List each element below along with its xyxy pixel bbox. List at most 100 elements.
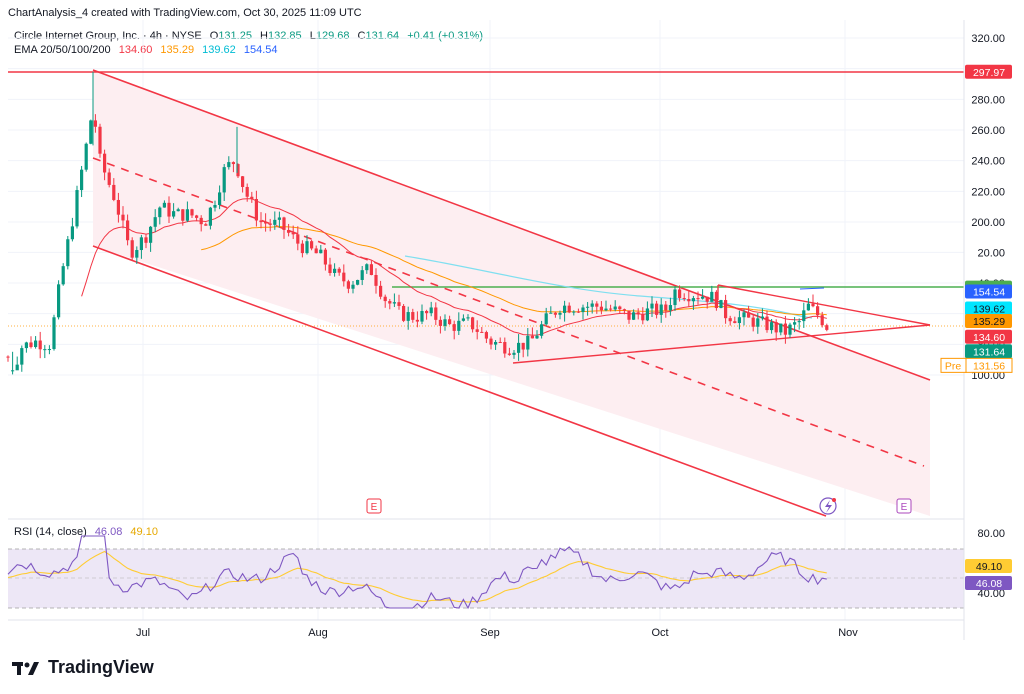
price-tag: 154.54 — [965, 284, 1012, 299]
candle — [540, 320, 544, 339]
candle — [466, 314, 470, 321]
price-tag: 297.97 — [965, 64, 1012, 79]
rsi-tags: 49.10 46.08 — [965, 559, 1012, 590]
candle — [632, 309, 636, 321]
ohlc-low: 129.68 — [315, 30, 350, 42]
candle — [245, 183, 249, 202]
chart-credit: ChartAnalysis_4 created with TradingView… — [8, 7, 362, 19]
tradingview-brand[interactable]: TradingView — [12, 657, 154, 678]
rsi-ma-value: 49.10 — [130, 526, 158, 538]
earnings-marker-aug[interactable]: E — [366, 498, 382, 514]
price-axis[interactable]: 320.00300.00280.00260.00240.00220.00200.… — [971, 33, 1005, 382]
time-tick-label: Nov — [838, 627, 858, 639]
candle — [645, 301, 649, 322]
price-tag-label: 297.97 — [973, 67, 1005, 79]
candle — [135, 246, 139, 264]
candle — [47, 345, 51, 355]
candle — [737, 310, 741, 330]
rsi-tag-box — [965, 576, 1012, 590]
candle — [475, 320, 479, 340]
candle — [406, 306, 410, 330]
candle — [333, 263, 337, 277]
candle — [158, 206, 162, 225]
candle — [806, 298, 810, 311]
ema200-line — [799, 287, 825, 290]
ohlc-high-label: H — [260, 30, 268, 42]
candle — [664, 301, 668, 318]
candle — [512, 350, 516, 359]
price-tag-box — [965, 314, 1012, 329]
time-tick-label: Sep — [480, 627, 500, 639]
candle — [613, 300, 617, 312]
candle — [687, 290, 691, 307]
candle — [268, 218, 272, 232]
price-tag-box — [965, 344, 1012, 359]
candle — [323, 248, 327, 271]
candle — [595, 301, 599, 314]
candle — [61, 263, 65, 286]
ema200-value: 154.54 — [243, 44, 278, 56]
candle — [356, 279, 360, 286]
candle — [728, 315, 732, 326]
candle — [149, 225, 153, 252]
price-tag-box — [965, 329, 1012, 344]
candle — [553, 311, 557, 318]
earnings-marker-nov[interactable]: E — [896, 498, 912, 514]
ohlc-high: 132.85 — [267, 30, 302, 42]
candle — [172, 203, 176, 219]
candle — [213, 200, 217, 212]
candle — [310, 239, 314, 251]
ohlc-low-label: L — [309, 30, 316, 42]
candle — [820, 311, 824, 328]
time-tick-label: Oct — [651, 627, 668, 639]
candle — [130, 237, 134, 261]
candle — [714, 290, 718, 311]
candle — [15, 356, 19, 371]
candle — [452, 320, 456, 340]
candle — [724, 294, 728, 324]
ema-label: EMA 20/50/100/200 — [14, 44, 111, 56]
candle — [558, 310, 562, 320]
candle — [342, 264, 346, 287]
candle — [586, 302, 590, 316]
candle — [563, 300, 567, 322]
candle — [38, 331, 42, 359]
candle — [98, 123, 102, 158]
candle — [457, 312, 461, 336]
candle — [287, 223, 291, 237]
candle — [52, 314, 56, 351]
candle — [678, 285, 682, 302]
candle — [112, 178, 116, 202]
candle — [24, 341, 28, 353]
rsi-tag-label: 49.10 — [976, 561, 1002, 573]
price-tag-box — [965, 64, 1012, 79]
candle — [346, 279, 350, 294]
candle — [691, 295, 695, 310]
candle — [581, 304, 585, 320]
price-tag-box — [965, 284, 1012, 299]
candle — [411, 308, 415, 323]
candle — [218, 185, 222, 210]
time-axis[interactable]: Jul Aug Sep Oct Nov — [136, 627, 858, 639]
rsi-line — [7, 535, 827, 610]
candle — [29, 336, 33, 349]
candle — [503, 337, 507, 358]
candle — [793, 317, 797, 333]
candle — [682, 293, 686, 302]
candle — [80, 165, 84, 198]
price-tag: Pre 131.56 — [940, 357, 1013, 373]
price-tag-label: 154.54 — [973, 287, 1005, 299]
price-tag: 139.62 — [965, 301, 1012, 316]
ohlc-close: 131.64 — [365, 30, 400, 42]
candle — [199, 215, 203, 232]
candle — [374, 268, 378, 294]
candle — [816, 302, 820, 319]
candle — [719, 299, 723, 309]
candle — [567, 302, 571, 314]
rsi-label: RSI (14, close) — [14, 526, 87, 538]
lightning-icon[interactable] — [819, 497, 837, 515]
candle — [84, 142, 88, 172]
candle — [489, 336, 493, 350]
price-tag-label: 131.56 — [973, 360, 1005, 372]
